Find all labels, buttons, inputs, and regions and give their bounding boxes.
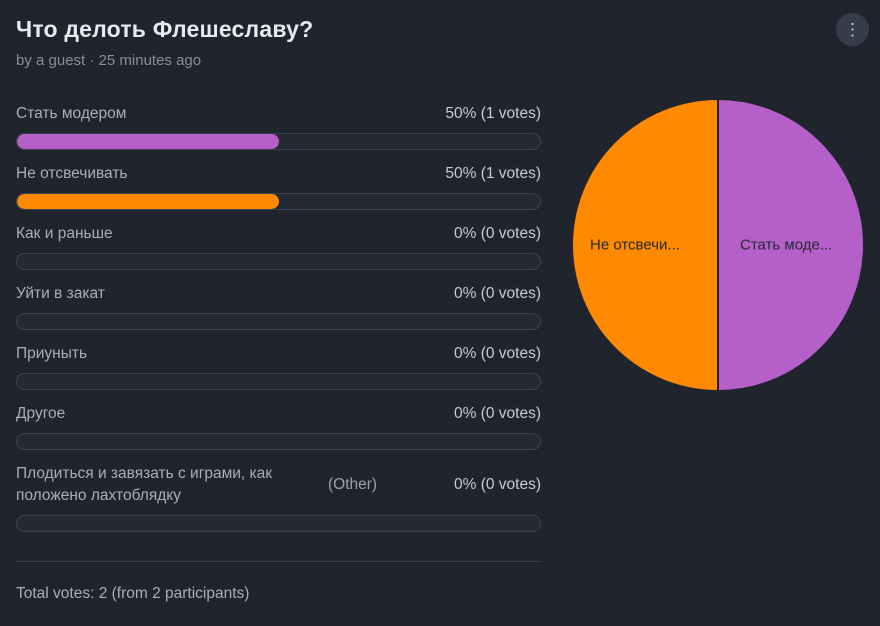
option-head: Уйти в закат 0% (0 votes): [16, 283, 541, 305]
poll-bar-track: [16, 253, 541, 270]
option-head: Плодиться и завязать с играми, как полож…: [16, 463, 541, 507]
poll-option-row: Стать модером 50% (1 votes): [16, 103, 541, 150]
kebab-menu-icon: ⋮: [844, 20, 861, 39]
option-result: 0% (0 votes): [453, 285, 541, 302]
option-label: Другое: [16, 405, 66, 422]
total-votes: Total votes: 2 (from 2 participants): [16, 585, 250, 602]
option-head: Другое 0% (0 votes): [16, 403, 541, 425]
poll-bar-track: [16, 313, 541, 330]
poll-option-row: Другое 0% (0 votes): [16, 403, 541, 450]
poll-bar-fill: [17, 194, 279, 209]
poll-content: Стать модером 50% (1 votes) Не отсвечива…: [16, 98, 865, 603]
poll-bar-track: [16, 373, 541, 390]
poll-option-row: Уйти в закат 0% (0 votes): [16, 283, 541, 330]
option-result: 0% (0 votes): [453, 405, 541, 422]
pie-chart-svg: [571, 98, 865, 392]
option-label: Стать модером: [16, 105, 127, 122]
poll-bar-track: [16, 193, 541, 210]
poll-bar-track: [16, 133, 541, 150]
poll-option-row: Не отсвечивать 50% (1 votes): [16, 163, 541, 210]
option-head: Не отсвечивать 50% (1 votes): [16, 163, 541, 185]
option-label: Приуныть: [16, 345, 88, 362]
option-label: Не отсвечивать: [16, 165, 128, 182]
poll-bar-track: [16, 433, 541, 450]
poll-option-row: Плодиться и завязать с играми, как полож…: [16, 463, 541, 532]
kebab-menu-button[interactable]: ⋮: [836, 13, 869, 46]
byline: by a guest · 25 minutes ago: [16, 52, 202, 69]
option-label: Уйти в закат: [16, 285, 105, 302]
option-result: 0% (0 votes): [453, 345, 541, 362]
option-result: 0% (0 votes): [453, 225, 541, 242]
option-result: 50% (1 votes): [445, 165, 541, 182]
poll-option-row: Как и раньше 0% (0 votes): [16, 223, 541, 270]
page-title: Что делоть Флешеславу?: [16, 16, 314, 42]
option-label: Как и раньше: [16, 225, 113, 242]
option-head: Как и раньше 0% (0 votes): [16, 223, 541, 245]
poll-bar-track: [16, 515, 541, 532]
pie-slice-left: [571, 98, 719, 392]
option-result: 0% (0 votes): [453, 476, 541, 493]
option-result: 50% (1 votes): [445, 105, 541, 122]
option-other-tag: (Other): [328, 476, 378, 493]
option-head: Стать модером 50% (1 votes): [16, 103, 541, 125]
poll-results-list: Стать модером 50% (1 votes) Не отсвечива…: [16, 103, 541, 603]
poll-option-row: Приуныть 0% (0 votes): [16, 343, 541, 390]
option-label: Плодиться и завязать с играми, как полож…: [16, 465, 273, 504]
pie-chart: Не отсвечи... Стать моде...: [570, 97, 866, 393]
divider: [16, 561, 541, 562]
option-head: Приуныть 0% (0 votes): [16, 343, 541, 365]
poll-bar-fill: [17, 134, 279, 149]
pie-slice-right: [717, 98, 865, 392]
